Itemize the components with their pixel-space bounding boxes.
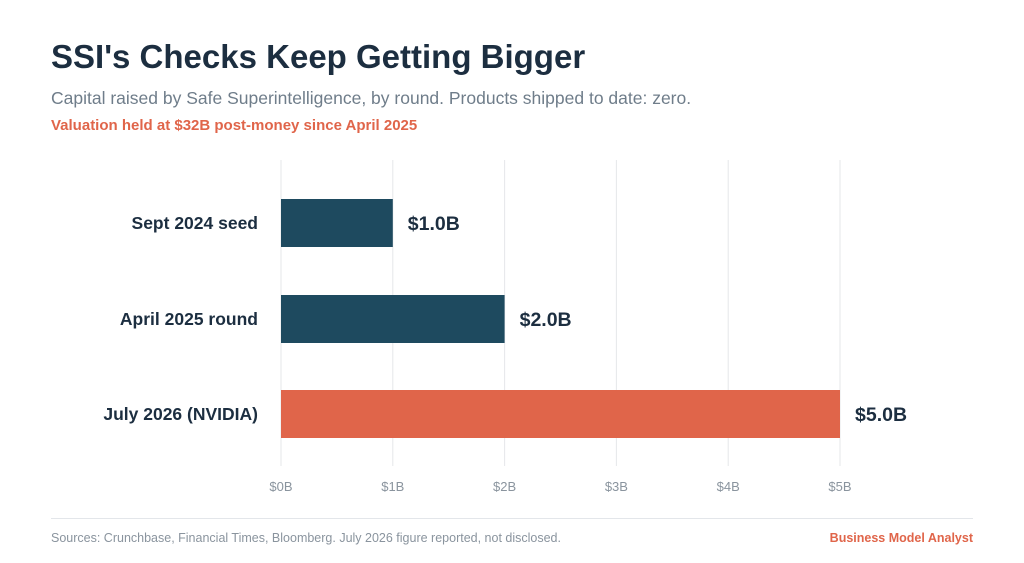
x-tick-label: $3B <box>605 479 628 494</box>
data-label: $5.0B <box>855 404 907 426</box>
bar <box>281 199 393 247</box>
source-note: Sources: Crunchbase, Financial Times, Bl… <box>51 531 561 545</box>
category-label: April 2025 round <box>120 309 258 329</box>
brand-credit: Business Model Analyst <box>829 531 973 545</box>
footer-divider <box>51 518 973 519</box>
chart-subtitle: Capital raised by Safe Superintelligence… <box>51 88 692 108</box>
chart-title: SSI's Checks Keep Getting Bigger <box>51 38 586 75</box>
data-label: $1.0B <box>408 213 460 235</box>
category-label: Sept 2024 seed <box>132 213 258 233</box>
bar <box>281 390 840 438</box>
bar <box>281 295 505 343</box>
x-tick-label: $1B <box>381 479 404 494</box>
category-label: July 2026 (NVIDIA) <box>103 404 258 424</box>
x-tick-label: $2B <box>493 479 516 494</box>
valuation-note: Valuation held at $32B post-money since … <box>51 117 418 134</box>
data-label: $2.0B <box>520 309 572 331</box>
x-tick-label: $5B <box>828 479 851 494</box>
x-tick-label: $4B <box>717 479 740 494</box>
x-tick-label: $0B <box>269 479 292 494</box>
